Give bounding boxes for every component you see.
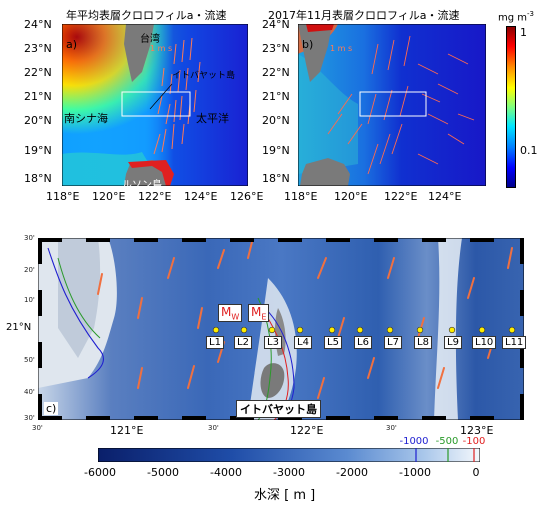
panel-b-lat-tick: 18°N — [262, 172, 290, 185]
taiwan-landmass — [124, 24, 154, 82]
panel-b-lat-tick: 19°N — [262, 144, 290, 157]
station-label: L10 — [472, 336, 497, 349]
panel-a-lon-tick: 124°E — [184, 190, 218, 203]
label-speed-b: 1 m s — [330, 44, 353, 53]
taiwan-landmass — [298, 24, 332, 82]
contour-label-100: -100 — [462, 436, 486, 447]
station-label: L2 — [234, 336, 252, 349]
panel-a-lat-tick: 20°N — [24, 114, 52, 127]
station-label: L5 — [324, 336, 342, 349]
contour-label-1000: -1000 — [399, 436, 429, 447]
station-label: L11 — [502, 336, 527, 349]
station-label: L8 — [414, 336, 432, 349]
luzon-landmass — [300, 158, 350, 186]
panel-c-lon-tick: 122°E — [290, 424, 324, 437]
panel-c-lat-tick: 40' — [24, 388, 35, 396]
depth-tick: -5000 — [147, 466, 179, 479]
depth-tick: -1000 — [399, 466, 431, 479]
label-taiwan: 台湾 — [140, 34, 160, 45]
panel-b-lon-tick: 118°E — [284, 190, 318, 203]
panel-b-lon-tick: 120°E — [334, 190, 368, 203]
panel-c-lat-tick: 30' — [24, 414, 35, 422]
panel-a-lat-tick: 21°N — [24, 90, 52, 103]
study-box — [121, 91, 191, 117]
depth-colorbar-title: 水深 [ m ] — [254, 488, 316, 503]
panel-c-lat-tick: 10' — [24, 296, 35, 304]
panel-c-lat-tick: 20' — [24, 266, 35, 274]
label-luzon: ルソン島 — [122, 180, 162, 191]
study-box — [359, 91, 427, 117]
depth-tick: -3000 — [273, 466, 305, 479]
panel-c-lon-tick: 30' — [208, 424, 219, 432]
station-label: L3 — [264, 336, 282, 349]
panel-b-letter: b) — [302, 38, 314, 51]
panel-c-lon-tick: 30' — [386, 424, 397, 432]
panel-a-lat-tick: 23°N — [24, 42, 52, 55]
station-label: L9 — [444, 336, 462, 349]
panel-c-lon-tick: 123°E — [460, 424, 494, 437]
label-pacific: 太平洋 — [196, 112, 229, 125]
station-markers — [212, 326, 516, 334]
station-label: L4 — [294, 336, 312, 349]
panel-b-title: 2017年11月表層クロロフィルa・流速 — [268, 9, 460, 22]
panel-a-letter: a) — [66, 38, 78, 51]
panel-b-map — [298, 24, 486, 186]
depth-colorbar — [98, 448, 480, 462]
panel-b-lon-tick: 122°E — [384, 190, 418, 203]
station-label: L1 — [206, 336, 224, 349]
panel-a-lon-tick: 122°E — [138, 190, 172, 203]
depth-tick: -6000 — [84, 466, 116, 479]
panel-b-lat-tick: 21°N — [262, 90, 290, 103]
panel-c-lat-tick: 50' — [24, 356, 35, 364]
panel-b-lat-tick: 22°N — [262, 66, 290, 79]
panel-a-lat-tick: 18°N — [24, 172, 52, 185]
itbayat-island-label: イトバヤット島 — [236, 400, 321, 418]
panel-a-lat-tick: 19°N — [24, 144, 52, 157]
panel-b-lat-tick: 20°N — [262, 114, 290, 127]
chl-tick-0-1: 0.1 — [520, 144, 538, 157]
panel-a-map — [62, 24, 248, 186]
panel-c-lat-tick: 30' — [24, 234, 35, 242]
chl-unit: mg m-3 — [498, 10, 534, 24]
panel-c-bathymetry-map — [38, 238, 524, 420]
depth-tick: 0 — [472, 466, 480, 479]
contour-label-500: -500 — [435, 436, 459, 447]
depth-tick: -4000 — [210, 466, 242, 479]
panel-b-lon-tick: 124°E — [428, 190, 462, 203]
panel-a-lon-tick: 126°E — [230, 190, 264, 203]
mw-label: MW — [218, 304, 243, 323]
panel-a-lon-tick: 118°E — [46, 190, 80, 203]
panel-a-lon-tick: 120°E — [92, 190, 126, 203]
chl-tick-1: 1 — [520, 26, 527, 39]
panel-a-lat-tick: 24°N — [24, 18, 52, 31]
panel-c-lat-tick: 21°N — [6, 322, 32, 333]
panel-a-lat-tick: 22°N — [24, 66, 52, 79]
station-label: L7 — [384, 336, 402, 349]
me-label: ME — [248, 304, 270, 323]
label-itbayat: イトバヤット島 — [172, 71, 236, 81]
itbayat-island — [260, 363, 285, 398]
panel-b-lat-tick: 24°N — [262, 18, 290, 31]
panel-a-title: 年平均表層クロロフィルa・流速 — [66, 9, 227, 22]
panel-c-letter: c) — [44, 402, 59, 415]
chl-colorbar — [506, 26, 516, 188]
panel-c-lon-tick: 30' — [32, 424, 43, 432]
depth-tick: -2000 — [336, 466, 368, 479]
panel-b-lat-tick: 23°N — [262, 42, 290, 55]
panel-c-lon-tick: 121°E — [110, 424, 144, 437]
station-label: L6 — [354, 336, 372, 349]
label-south-china-sea: 南シナ海 — [64, 112, 108, 125]
label-speed-a: 1 m s — [150, 44, 173, 53]
